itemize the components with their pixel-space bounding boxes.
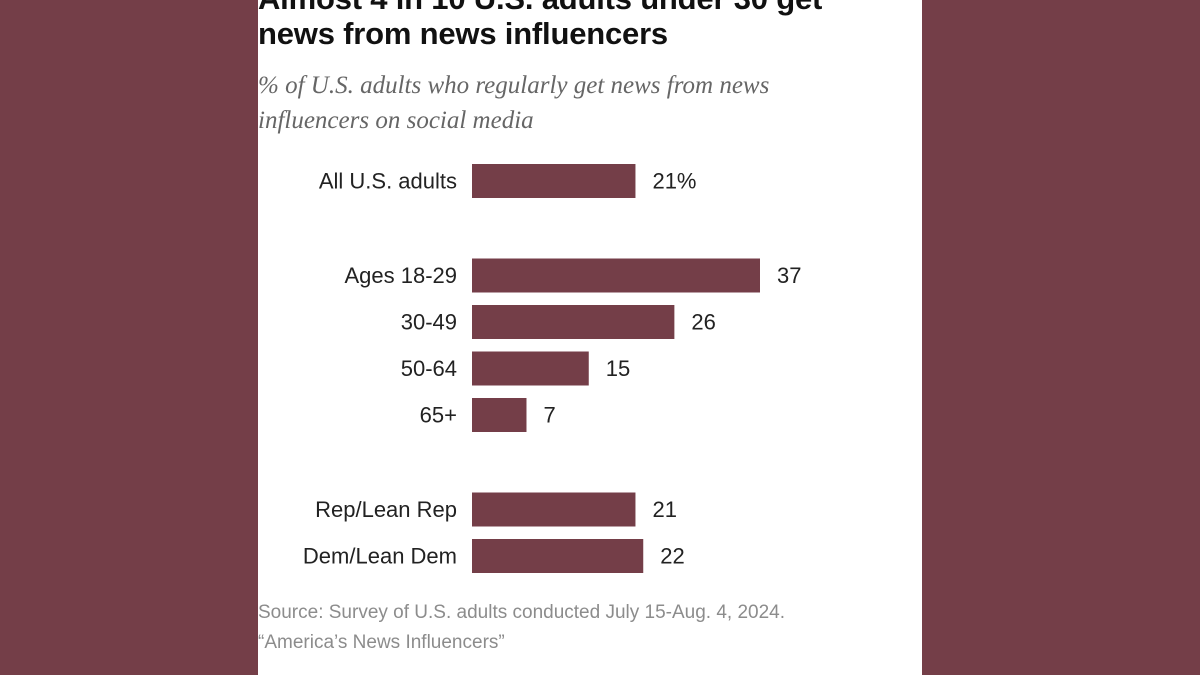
bar-2 xyxy=(472,305,675,339)
chart-title-line-1: Almost 4 in 10 U.S. adults under 30 get xyxy=(258,0,822,17)
bar-6 xyxy=(472,539,644,573)
bar-4 xyxy=(472,398,527,432)
source-note: Source: Survey of U.S. adults conducted … xyxy=(258,602,786,623)
bar-1 xyxy=(472,258,760,293)
report-name: “America’s News Influencers” xyxy=(258,632,505,653)
category-label-5: Rep/Lean Rep xyxy=(315,497,457,522)
bar-0 xyxy=(472,164,636,198)
bar-chart: All U.S. adults 21% Ages 18-29 37 30-49 26 50-… xyxy=(303,164,801,573)
bar-5 xyxy=(472,492,636,527)
bar-3 xyxy=(472,351,589,386)
category-label-1: Ages 18-29 xyxy=(344,263,457,288)
value-label-1: 37 xyxy=(777,263,801,288)
value-label-6: 22 xyxy=(660,544,684,569)
value-label-0: 21% xyxy=(652,169,696,194)
value-label-3: 15 xyxy=(606,356,630,381)
category-label-0: All U.S. adults xyxy=(319,169,457,194)
value-label-4: 7 xyxy=(543,403,555,428)
category-label-4: 65+ xyxy=(420,403,457,428)
value-label-2: 26 xyxy=(691,310,715,335)
category-label-2: 30-49 xyxy=(401,310,457,335)
chart-card: Almost 4 in 10 U.S. adults under 30 get … xyxy=(258,0,922,675)
chart-subtitle-line-1: % of U.S. adults who regularly get news … xyxy=(258,72,770,99)
category-label-6: Dem/Lean Dem xyxy=(303,544,457,569)
category-label-3: 50-64 xyxy=(401,356,457,381)
value-label-5: 21 xyxy=(652,497,676,522)
chart-title-line-2: news from news influencers xyxy=(258,16,668,51)
chart-subtitle-line-2: influencers on social media xyxy=(258,107,534,134)
